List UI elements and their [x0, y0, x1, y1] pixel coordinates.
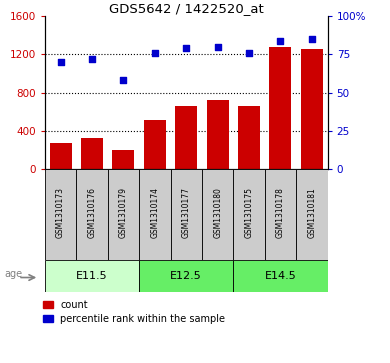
Bar [170, 169, 202, 260]
Bar [45, 169, 76, 260]
Bar [233, 169, 265, 260]
Text: GSM1310174: GSM1310174 [150, 187, 159, 238]
Point [152, 50, 158, 56]
Text: GSM1310175: GSM1310175 [245, 187, 254, 238]
Bar [175, 106, 197, 169]
Text: GSM1310179: GSM1310179 [119, 187, 128, 238]
Text: GSM1310180: GSM1310180 [213, 187, 222, 238]
Bar [108, 169, 139, 260]
Bar [301, 49, 323, 169]
Point [215, 44, 221, 50]
Text: E11.5: E11.5 [76, 271, 108, 281]
Point [89, 56, 95, 62]
Bar [45, 260, 139, 292]
Bar [81, 138, 103, 169]
Text: E12.5: E12.5 [170, 271, 202, 281]
Text: E14.5: E14.5 [264, 271, 296, 281]
Point [309, 36, 315, 42]
Bar [269, 47, 291, 169]
Bar [296, 169, 328, 260]
Text: GSM1310176: GSM1310176 [87, 187, 96, 238]
Bar [265, 169, 296, 260]
Text: GSM1310173: GSM1310173 [56, 187, 65, 238]
Point [57, 59, 64, 65]
Text: GSM1310177: GSM1310177 [182, 187, 191, 238]
Bar [112, 150, 135, 169]
Text: GSM1310181: GSM1310181 [307, 187, 316, 238]
Title: GDS5642 / 1422520_at: GDS5642 / 1422520_at [109, 2, 264, 15]
Bar [202, 169, 233, 260]
Bar [238, 106, 260, 169]
Bar [144, 120, 166, 169]
Point [246, 50, 252, 56]
Point [120, 77, 126, 83]
Bar [139, 169, 170, 260]
Bar [50, 143, 71, 169]
Text: GSM1310178: GSM1310178 [276, 187, 285, 238]
Legend: count, percentile rank within the sample: count, percentile rank within the sample [39, 296, 229, 328]
Bar [207, 100, 229, 169]
Bar [76, 169, 108, 260]
Point [183, 45, 189, 51]
Bar [233, 260, 328, 292]
Point [277, 38, 284, 44]
Bar [139, 260, 233, 292]
Text: age: age [4, 269, 22, 279]
